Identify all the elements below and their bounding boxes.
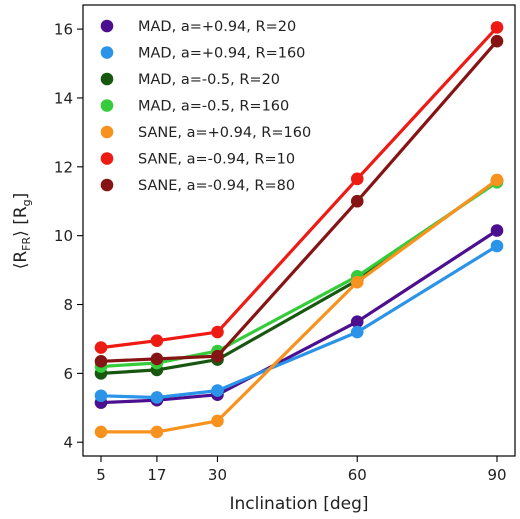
data-point xyxy=(94,425,108,439)
legend-label: MAD, a=+0.94, R=160 xyxy=(138,46,305,62)
data-point xyxy=(350,172,364,186)
legend-marker xyxy=(100,72,114,86)
data-point xyxy=(150,334,164,347)
y-axis-title-open: ⟨R xyxy=(11,251,31,270)
legend-marker xyxy=(100,125,114,139)
data-point xyxy=(94,389,108,403)
y-tick-label: 12 xyxy=(54,158,73,176)
data-point xyxy=(94,355,108,368)
legend-marker xyxy=(100,99,114,112)
legend-marker xyxy=(100,178,114,192)
axes-layer: 5 17 30 60 90 4 6 8 10 12 14 16 xyxy=(54,21,507,484)
legend-marker xyxy=(100,19,114,33)
series-group xyxy=(94,21,504,354)
legend-marker xyxy=(100,46,114,59)
x-tick-label: 60 xyxy=(348,466,367,484)
series-group xyxy=(94,239,504,404)
data-point xyxy=(490,239,504,253)
y-tick-label: 16 xyxy=(54,21,73,39)
series-group xyxy=(94,34,504,368)
data-point xyxy=(350,325,364,339)
data-point xyxy=(150,391,164,404)
legend-label: MAD, a=-0.5, R=160 xyxy=(138,99,289,115)
data-point xyxy=(350,315,364,329)
data-point xyxy=(211,349,224,363)
legend-marker xyxy=(100,152,114,165)
y-tick-label: 6 xyxy=(63,365,73,383)
y-axis-title-close: ] xyxy=(11,193,31,200)
x-tick-label: 30 xyxy=(208,466,227,484)
data-point xyxy=(350,275,364,289)
y-axis-title: ⟨RFR⟩ [Rg] xyxy=(11,193,33,270)
x-tick-label: 5 xyxy=(96,466,106,484)
data-point xyxy=(150,425,164,439)
legend-label: MAD, a=-0.5, R=20 xyxy=(138,72,280,88)
data-point xyxy=(490,21,504,34)
series-group xyxy=(94,173,504,439)
data-point xyxy=(211,325,224,339)
legend-label: MAD, a=+0.94, R=20 xyxy=(138,19,296,35)
y-tick-label: 4 xyxy=(63,434,73,452)
y-axis-title-mid: ⟩ [R xyxy=(11,206,31,237)
y-axis-title-sub1: FR xyxy=(20,236,33,250)
series-line xyxy=(100,229,498,405)
y-tick-label: 14 xyxy=(54,89,73,107)
data-point xyxy=(490,34,504,48)
data-point xyxy=(211,384,224,397)
x-tick-label: 17 xyxy=(147,466,166,484)
y-tick-label: 10 xyxy=(54,227,73,245)
data-point xyxy=(490,173,504,187)
plot-frame xyxy=(82,4,516,457)
legend-label: SANE, a=-0.94, R=80 xyxy=(138,178,295,194)
x-tick-label: 90 xyxy=(487,466,506,484)
series-group xyxy=(94,174,504,380)
y-tick-label: 8 xyxy=(63,296,73,314)
data-point xyxy=(150,352,164,366)
legend-label: SANE, a=-0.94, R=10 xyxy=(138,152,295,168)
data-point xyxy=(490,224,504,237)
legend: MAD, a=+0.94, R=20 MAD, a=+0.94, R=160 MAD… xyxy=(100,19,311,194)
data-point xyxy=(350,194,364,208)
y-axis-title-sub2: g xyxy=(20,199,33,206)
series-layer xyxy=(94,21,504,439)
legend-label: SANE, a=+0.94, R=160 xyxy=(138,125,311,141)
data-point xyxy=(94,341,108,354)
data-point xyxy=(211,414,224,428)
series-group xyxy=(94,224,504,409)
x-axis-title: Inclination [deg] xyxy=(229,494,368,514)
